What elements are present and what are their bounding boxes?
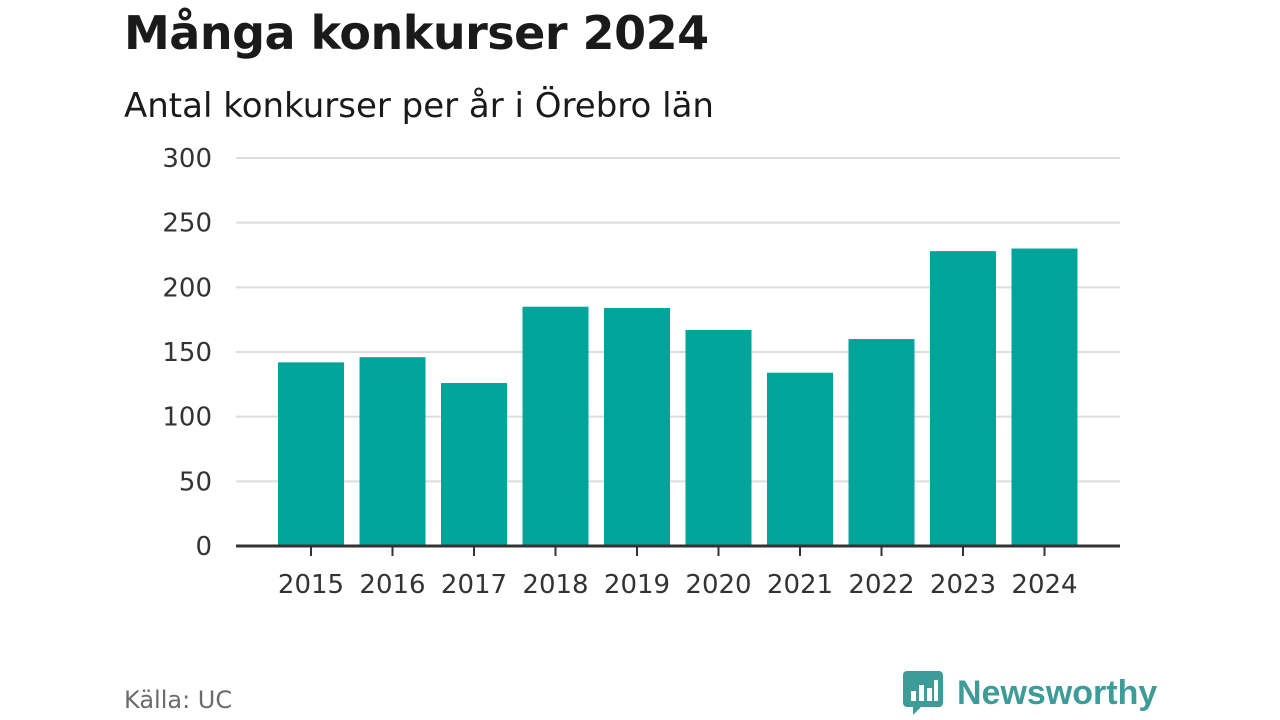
- y-tick-label: 300: [162, 144, 212, 174]
- axes: 0 50 100 150 200 250 300 2015 2016 2017 2018 2019 20…: [162, 144, 1120, 600]
- y-tick-label: 150: [162, 338, 212, 368]
- x-tick-label: 2024: [1011, 570, 1077, 600]
- brand-name: Newsworthy: [957, 673, 1158, 712]
- x-tick-label: 2022: [848, 570, 914, 600]
- x-tick-label: 2017: [441, 570, 507, 600]
- bar: [930, 251, 996, 546]
- bar: [848, 339, 915, 546]
- y-tick-label: 50: [179, 467, 212, 497]
- x-tick-label: 2021: [767, 570, 833, 600]
- y-tick-label: 250: [162, 209, 212, 239]
- bar: [359, 357, 426, 546]
- x-tick-label: 2020: [685, 570, 751, 600]
- bar: [278, 362, 344, 546]
- bar: [604, 308, 670, 546]
- source-note: Källa: UC: [124, 686, 233, 714]
- y-tick-label: 100: [162, 403, 212, 433]
- x-tick-label: 2019: [604, 570, 670, 600]
- brand-logo: Newsworthy: [903, 671, 1157, 715]
- y-tick-label: 200: [162, 273, 212, 303]
- x-tick-label: 2015: [278, 570, 344, 600]
- bar: [685, 330, 752, 546]
- x-tick-label: 2016: [359, 570, 425, 600]
- chart-subtitle: Antal konkurser per år i Örebro län: [124, 86, 714, 126]
- bar: [522, 306, 589, 546]
- x-tick-label: 2023: [930, 570, 996, 600]
- x-tick-label: 2018: [522, 570, 588, 600]
- y-tick-label: 0: [195, 532, 212, 562]
- bar: [767, 372, 833, 546]
- bar: [1011, 248, 1078, 547]
- bars: [278, 248, 1078, 547]
- bar-chart-speech-bubble-icon: [903, 671, 943, 715]
- chart-title: Många konkurser 2024: [124, 6, 709, 60]
- bar: [441, 383, 507, 546]
